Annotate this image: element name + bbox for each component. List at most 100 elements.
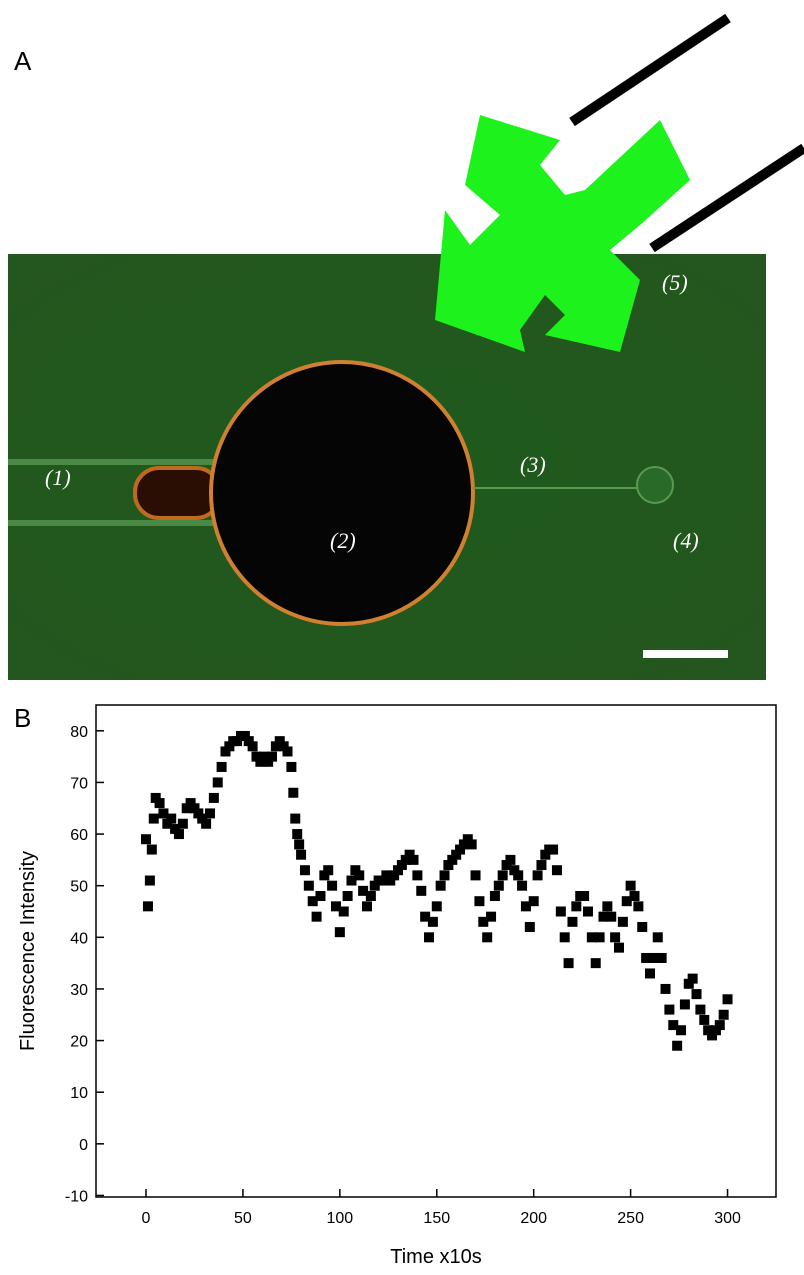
point [564, 958, 574, 968]
point [552, 865, 562, 875]
point [653, 932, 663, 942]
point [533, 870, 543, 880]
point [292, 829, 302, 839]
point [248, 741, 258, 751]
point [672, 1041, 682, 1051]
x-tick-label: 100 [327, 1210, 354, 1227]
point [474, 896, 484, 906]
point [166, 814, 176, 824]
point [213, 777, 223, 787]
y-tick-label: 10 [70, 1085, 88, 1102]
point [633, 901, 643, 911]
point [525, 922, 535, 932]
point [412, 870, 422, 880]
point [155, 798, 165, 808]
point [591, 958, 601, 968]
point [335, 927, 345, 937]
point [676, 1025, 686, 1035]
point [304, 881, 314, 891]
point [602, 901, 612, 911]
point [614, 943, 624, 953]
micrograph [8, 254, 766, 680]
point [323, 865, 333, 875]
x-tick-label: 50 [234, 1210, 252, 1227]
annotation: (2) [330, 528, 356, 553]
point [409, 855, 419, 865]
point [288, 788, 298, 798]
point [629, 891, 639, 901]
y-tick-label: 60 [70, 827, 88, 844]
point [145, 876, 155, 886]
point [440, 870, 450, 880]
point [141, 834, 151, 844]
point [692, 989, 702, 999]
point [482, 932, 492, 942]
point [467, 839, 477, 849]
point [657, 953, 667, 963]
point [205, 808, 215, 818]
point [664, 1005, 674, 1015]
point [486, 912, 496, 922]
y-tick-label: 70 [70, 775, 88, 792]
point [571, 901, 581, 911]
y-tick-label: 80 [70, 724, 88, 741]
point [267, 752, 277, 762]
y-tick-label: -10 [65, 1188, 88, 1205]
point [556, 907, 566, 917]
point [178, 819, 188, 829]
point [424, 932, 434, 942]
x-tick-label: 250 [617, 1210, 644, 1227]
point [300, 865, 310, 875]
point [432, 901, 442, 911]
point [498, 870, 508, 880]
x-tick-label: 200 [520, 1210, 547, 1227]
point [637, 922, 647, 932]
point [416, 886, 426, 896]
point [513, 870, 523, 880]
y-tick-label: 0 [79, 1137, 88, 1154]
point [143, 901, 153, 911]
point [529, 896, 539, 906]
x-tick-label: 0 [142, 1210, 151, 1227]
point [695, 1005, 705, 1015]
y-axis-label: Fluorescence Intensity [17, 851, 39, 1051]
point [606, 912, 616, 922]
point [283, 746, 293, 756]
point [723, 994, 733, 1004]
point [490, 891, 500, 901]
point [517, 881, 527, 891]
point [680, 999, 690, 1009]
point [147, 845, 157, 855]
point [436, 881, 446, 891]
x-axis-label: Time x10s [390, 1246, 482, 1268]
y-tick-label: 20 [70, 1034, 88, 1051]
capillary [572, 18, 728, 122]
point [290, 814, 300, 824]
point [536, 860, 546, 870]
point [209, 793, 219, 803]
point [428, 917, 438, 927]
annotation: (1) [45, 465, 71, 490]
point [610, 932, 620, 942]
point [315, 891, 325, 901]
point [661, 984, 671, 994]
point [699, 1015, 709, 1025]
point [560, 932, 570, 942]
point [583, 907, 593, 917]
point [567, 917, 577, 927]
point [174, 829, 184, 839]
point [579, 891, 589, 901]
point [505, 855, 515, 865]
point [296, 850, 306, 860]
point [312, 912, 322, 922]
point [149, 814, 159, 824]
point [595, 932, 605, 942]
point [626, 881, 636, 891]
x-tick-label: 300 [714, 1210, 741, 1227]
point [366, 891, 376, 901]
point [201, 819, 211, 829]
point [618, 917, 628, 927]
point [719, 1010, 729, 1020]
y-tick-label: 30 [70, 982, 88, 999]
annotation: (3) [520, 452, 546, 477]
